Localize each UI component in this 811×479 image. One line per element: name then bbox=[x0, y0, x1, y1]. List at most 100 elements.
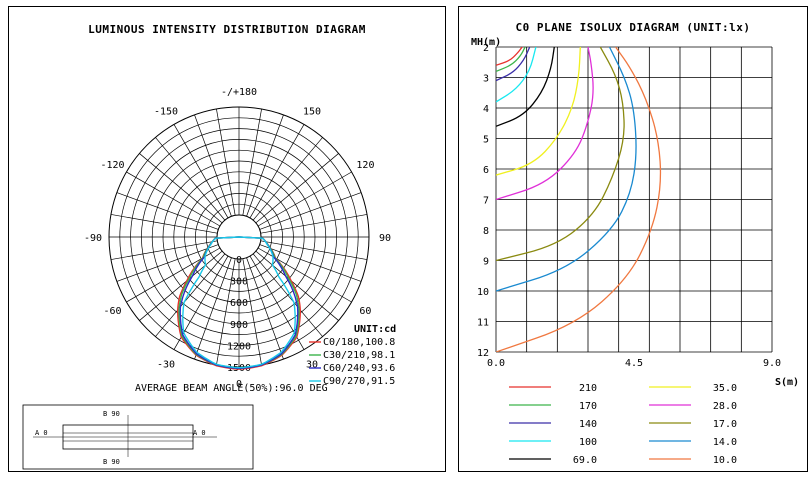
polar-spoke bbox=[116, 244, 219, 282]
isolux-legend-label: 14.0 bbox=[713, 437, 737, 448]
isolux-legend-label: 210 bbox=[579, 383, 597, 394]
polar-spoke bbox=[257, 171, 352, 227]
legend-label: C30/210,98.1 bbox=[323, 350, 395, 361]
b90-top-label: B 90 bbox=[103, 410, 120, 418]
isolux-ticks: 2 3 4 5 6 7 8 9 10 11 120.0 4.5 9.0 bbox=[477, 43, 781, 369]
legend-label: C60/240,93.6 bbox=[323, 363, 395, 374]
polar-spoke bbox=[173, 124, 229, 219]
isolux-curve-1 bbox=[496, 47, 526, 73]
y-tick-label: 5 bbox=[483, 135, 489, 146]
polar-spoke bbox=[252, 253, 323, 337]
radial-tick-label: 600 bbox=[230, 298, 248, 309]
angle-tick-label: 150 bbox=[303, 107, 321, 118]
isolux-chart: C0 PLANE ISOLUX DIAGRAM (UNIT:lx) MH(m) … bbox=[471, 21, 799, 466]
intensity-curve-3 bbox=[182, 236, 296, 369]
isolux-curve-4 bbox=[496, 47, 555, 127]
angle-tick-label: -30 bbox=[157, 359, 175, 370]
isolux-curve-group bbox=[496, 47, 662, 352]
orientation-box bbox=[22, 404, 254, 470]
legend-label: C90/270,91.5 bbox=[323, 376, 395, 387]
angle-tick-label: -60 bbox=[104, 306, 122, 317]
a0-left-label: A 0 bbox=[35, 429, 48, 437]
radial-tick-label: 1200 bbox=[227, 341, 251, 352]
isolux-legend-label: 10.0 bbox=[713, 455, 737, 466]
polar-spoke bbox=[139, 153, 223, 224]
angle-tick-label: -/+180 bbox=[221, 87, 257, 98]
polar-spoke bbox=[110, 214, 218, 234]
x-tick-label: 9.0 bbox=[763, 358, 781, 369]
y-tick-label: 4 bbox=[483, 104, 489, 115]
polar-spoke bbox=[255, 250, 339, 321]
isolux-legend-label: 35.0 bbox=[713, 383, 737, 394]
unit-label: UNIT:cd bbox=[354, 324, 396, 335]
polar-spoke bbox=[155, 253, 226, 337]
y-tick-label: 3 bbox=[483, 74, 489, 85]
isolux-curve-2 bbox=[496, 47, 531, 82]
angle-tick-label: -120 bbox=[101, 160, 125, 171]
angle-tick-label: -90 bbox=[84, 233, 102, 244]
angle-tick-label: 90 bbox=[379, 233, 391, 244]
polar-spoke bbox=[260, 214, 368, 234]
intensity-distribution-panel: LUMINOUS INTENSITY DISTRIBUTION DIAGRAM … bbox=[8, 6, 446, 472]
y-tick-label: 11 bbox=[477, 318, 489, 329]
polar-grid bbox=[108, 106, 370, 368]
isolux-legend-label: 69.0 bbox=[573, 455, 597, 466]
polar-spoke bbox=[252, 137, 323, 221]
polar-spoke bbox=[194, 114, 232, 217]
y-tick-label: 7 bbox=[483, 196, 489, 207]
y-tick-label: 12 bbox=[477, 348, 489, 359]
isolux-curve-8 bbox=[496, 47, 637, 292]
polar-spoke bbox=[139, 250, 223, 321]
angle-tick-label: 30 bbox=[306, 359, 318, 370]
isolux-curve-0 bbox=[496, 47, 523, 66]
polar-spoke bbox=[259, 192, 362, 230]
isolux-title: C0 PLANE ISOLUX DIAGRAM (UNIT:lx) bbox=[515, 21, 750, 34]
polar-spoke bbox=[260, 240, 368, 260]
isolux-legend: 210 170 140 100 69.0 35.0 28.0 17.0 14.0 10.0 bbox=[509, 383, 737, 466]
isolux-curve-5 bbox=[496, 47, 581, 176]
radial-tick-label: 300 bbox=[230, 277, 248, 288]
y-tick-label: 6 bbox=[483, 165, 489, 176]
polar-spoke bbox=[242, 258, 262, 366]
polar-spoke bbox=[216, 108, 236, 216]
y-tick-label: 8 bbox=[483, 226, 489, 237]
radial-tick-label: 0 bbox=[236, 255, 242, 266]
polar-spoke bbox=[246, 257, 284, 360]
x-axis-label: S(m) bbox=[775, 377, 799, 388]
isolux-legend-label: 140 bbox=[579, 419, 597, 430]
isolux-legend-label: 17.0 bbox=[713, 419, 737, 430]
polar-legend: C0/180,100.8 C30/210,98.1 C60/240,93.6 C90/… bbox=[309, 337, 395, 387]
isolux-curve-6 bbox=[496, 47, 594, 201]
isolux-legend-label: 100 bbox=[579, 437, 597, 448]
polar-spoke bbox=[116, 192, 219, 230]
polar-spoke bbox=[110, 240, 218, 260]
angle-tick-label: 0 bbox=[236, 379, 242, 390]
isolux-legend-label: 28.0 bbox=[713, 401, 737, 412]
intensity-curve-0 bbox=[176, 236, 302, 370]
polar-spoke bbox=[155, 137, 226, 221]
y-tick-label: 10 bbox=[477, 287, 489, 298]
beam-angle-text: AVERAGE BEAM ANGLE(50%):96.0 DEG bbox=[135, 383, 328, 394]
polar-spoke bbox=[126, 171, 221, 227]
isolux-grid bbox=[495, 46, 773, 353]
b90-bottom-label: B 90 bbox=[103, 458, 120, 466]
polar-chart: LUMINOUS INTENSITY DISTRIBUTION DIAGRAM … bbox=[22, 23, 396, 470]
polar-spoke bbox=[242, 108, 262, 216]
polar-spoke bbox=[194, 257, 232, 360]
y-tick-label: 9 bbox=[483, 257, 489, 268]
isolux-curve-7 bbox=[496, 47, 625, 262]
angle-tick-label: -150 bbox=[154, 107, 178, 118]
x-tick-label: 0.0 bbox=[487, 358, 505, 369]
polar-spoke bbox=[259, 244, 362, 282]
y-tick-label: 2 bbox=[483, 43, 489, 54]
polar-spoke bbox=[216, 258, 236, 366]
isolux-curve-9 bbox=[496, 47, 662, 352]
luminaire-orientation-diagram: B 90 B 90 A 0 A 0 bbox=[22, 404, 254, 470]
polar-title: LUMINOUS INTENSITY DISTRIBUTION DIAGRAM bbox=[88, 23, 366, 36]
isolux-legend-label: 170 bbox=[579, 401, 597, 412]
angle-tick-label: 60 bbox=[359, 306, 371, 317]
angle-tick-label: 120 bbox=[356, 160, 374, 171]
a0-right-label: A 0 bbox=[193, 429, 206, 437]
polar-spoke bbox=[249, 124, 305, 219]
